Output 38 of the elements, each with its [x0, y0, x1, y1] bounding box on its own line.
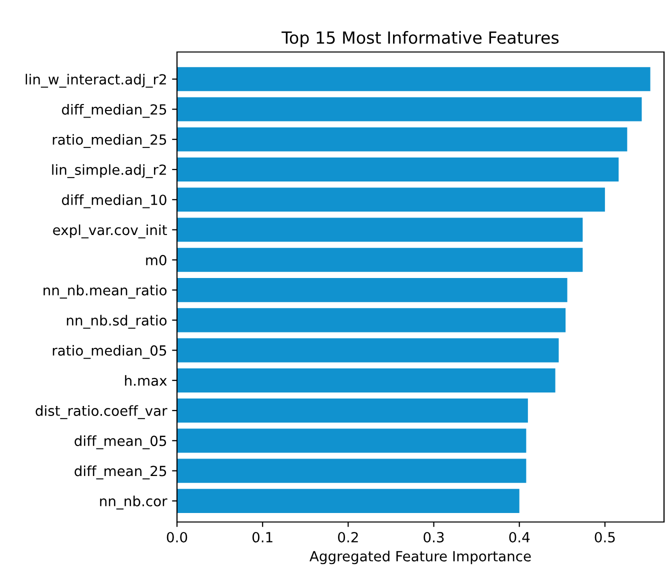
y-tick-label: diff_mean_25: [74, 466, 166, 480]
bar: [177, 127, 628, 152]
x-tick-label: 0.4: [509, 532, 530, 542]
y-tick-label: ratio_median_25: [52, 134, 166, 148]
y-tick-label: lin_w_interact.adj_r2: [26, 74, 166, 88]
bar: [177, 248, 583, 272]
bar: [177, 218, 583, 242]
y-tick-label: ratio_median_05: [52, 344, 166, 359]
y-tick-label: expl_var.cov_init: [53, 224, 167, 238]
bar: [177, 458, 526, 483]
bar: [177, 338, 559, 362]
bar: [177, 398, 528, 423]
y-tick-label: h.max: [125, 375, 167, 386]
y-tick-label: diff_median_25: [62, 104, 166, 118]
bar: [177, 368, 556, 392]
bar: [177, 188, 605, 212]
y-tick-label: nn_nb.mean_ratio: [44, 284, 167, 299]
x-tick-label: 0.3: [424, 532, 444, 542]
bar: [177, 157, 619, 182]
y-tick-label: dist_ratio.coeff_var: [36, 405, 168, 420]
bar: [177, 488, 520, 513]
bar: [177, 97, 642, 122]
x-tick-label: 0.2: [338, 532, 358, 542]
bar: [177, 308, 566, 332]
x-tick-label: 0.1: [252, 532, 272, 542]
y-tick-label: nn_nb.cor: [100, 496, 168, 510]
y-tick-label: diff_mean_05: [74, 435, 166, 450]
bar: [177, 278, 568, 302]
bar: [177, 67, 650, 92]
x-tick-label: 0.0: [166, 532, 188, 542]
x-tick-label: 0.5: [594, 532, 615, 542]
y-tick-label: m0: [146, 254, 166, 266]
y-tick-label: diff_median_10: [62, 194, 166, 208]
y-tick-label: lin_simple.adj_r2: [52, 164, 166, 178]
chart-title: Top 15 Most Informative Features: [282, 31, 559, 48]
bar: [177, 428, 526, 453]
x-axis-title: Aggregated Feature Importance: [310, 550, 531, 564]
y-tick-label: nn_nb.sd_ratio: [66, 314, 167, 329]
